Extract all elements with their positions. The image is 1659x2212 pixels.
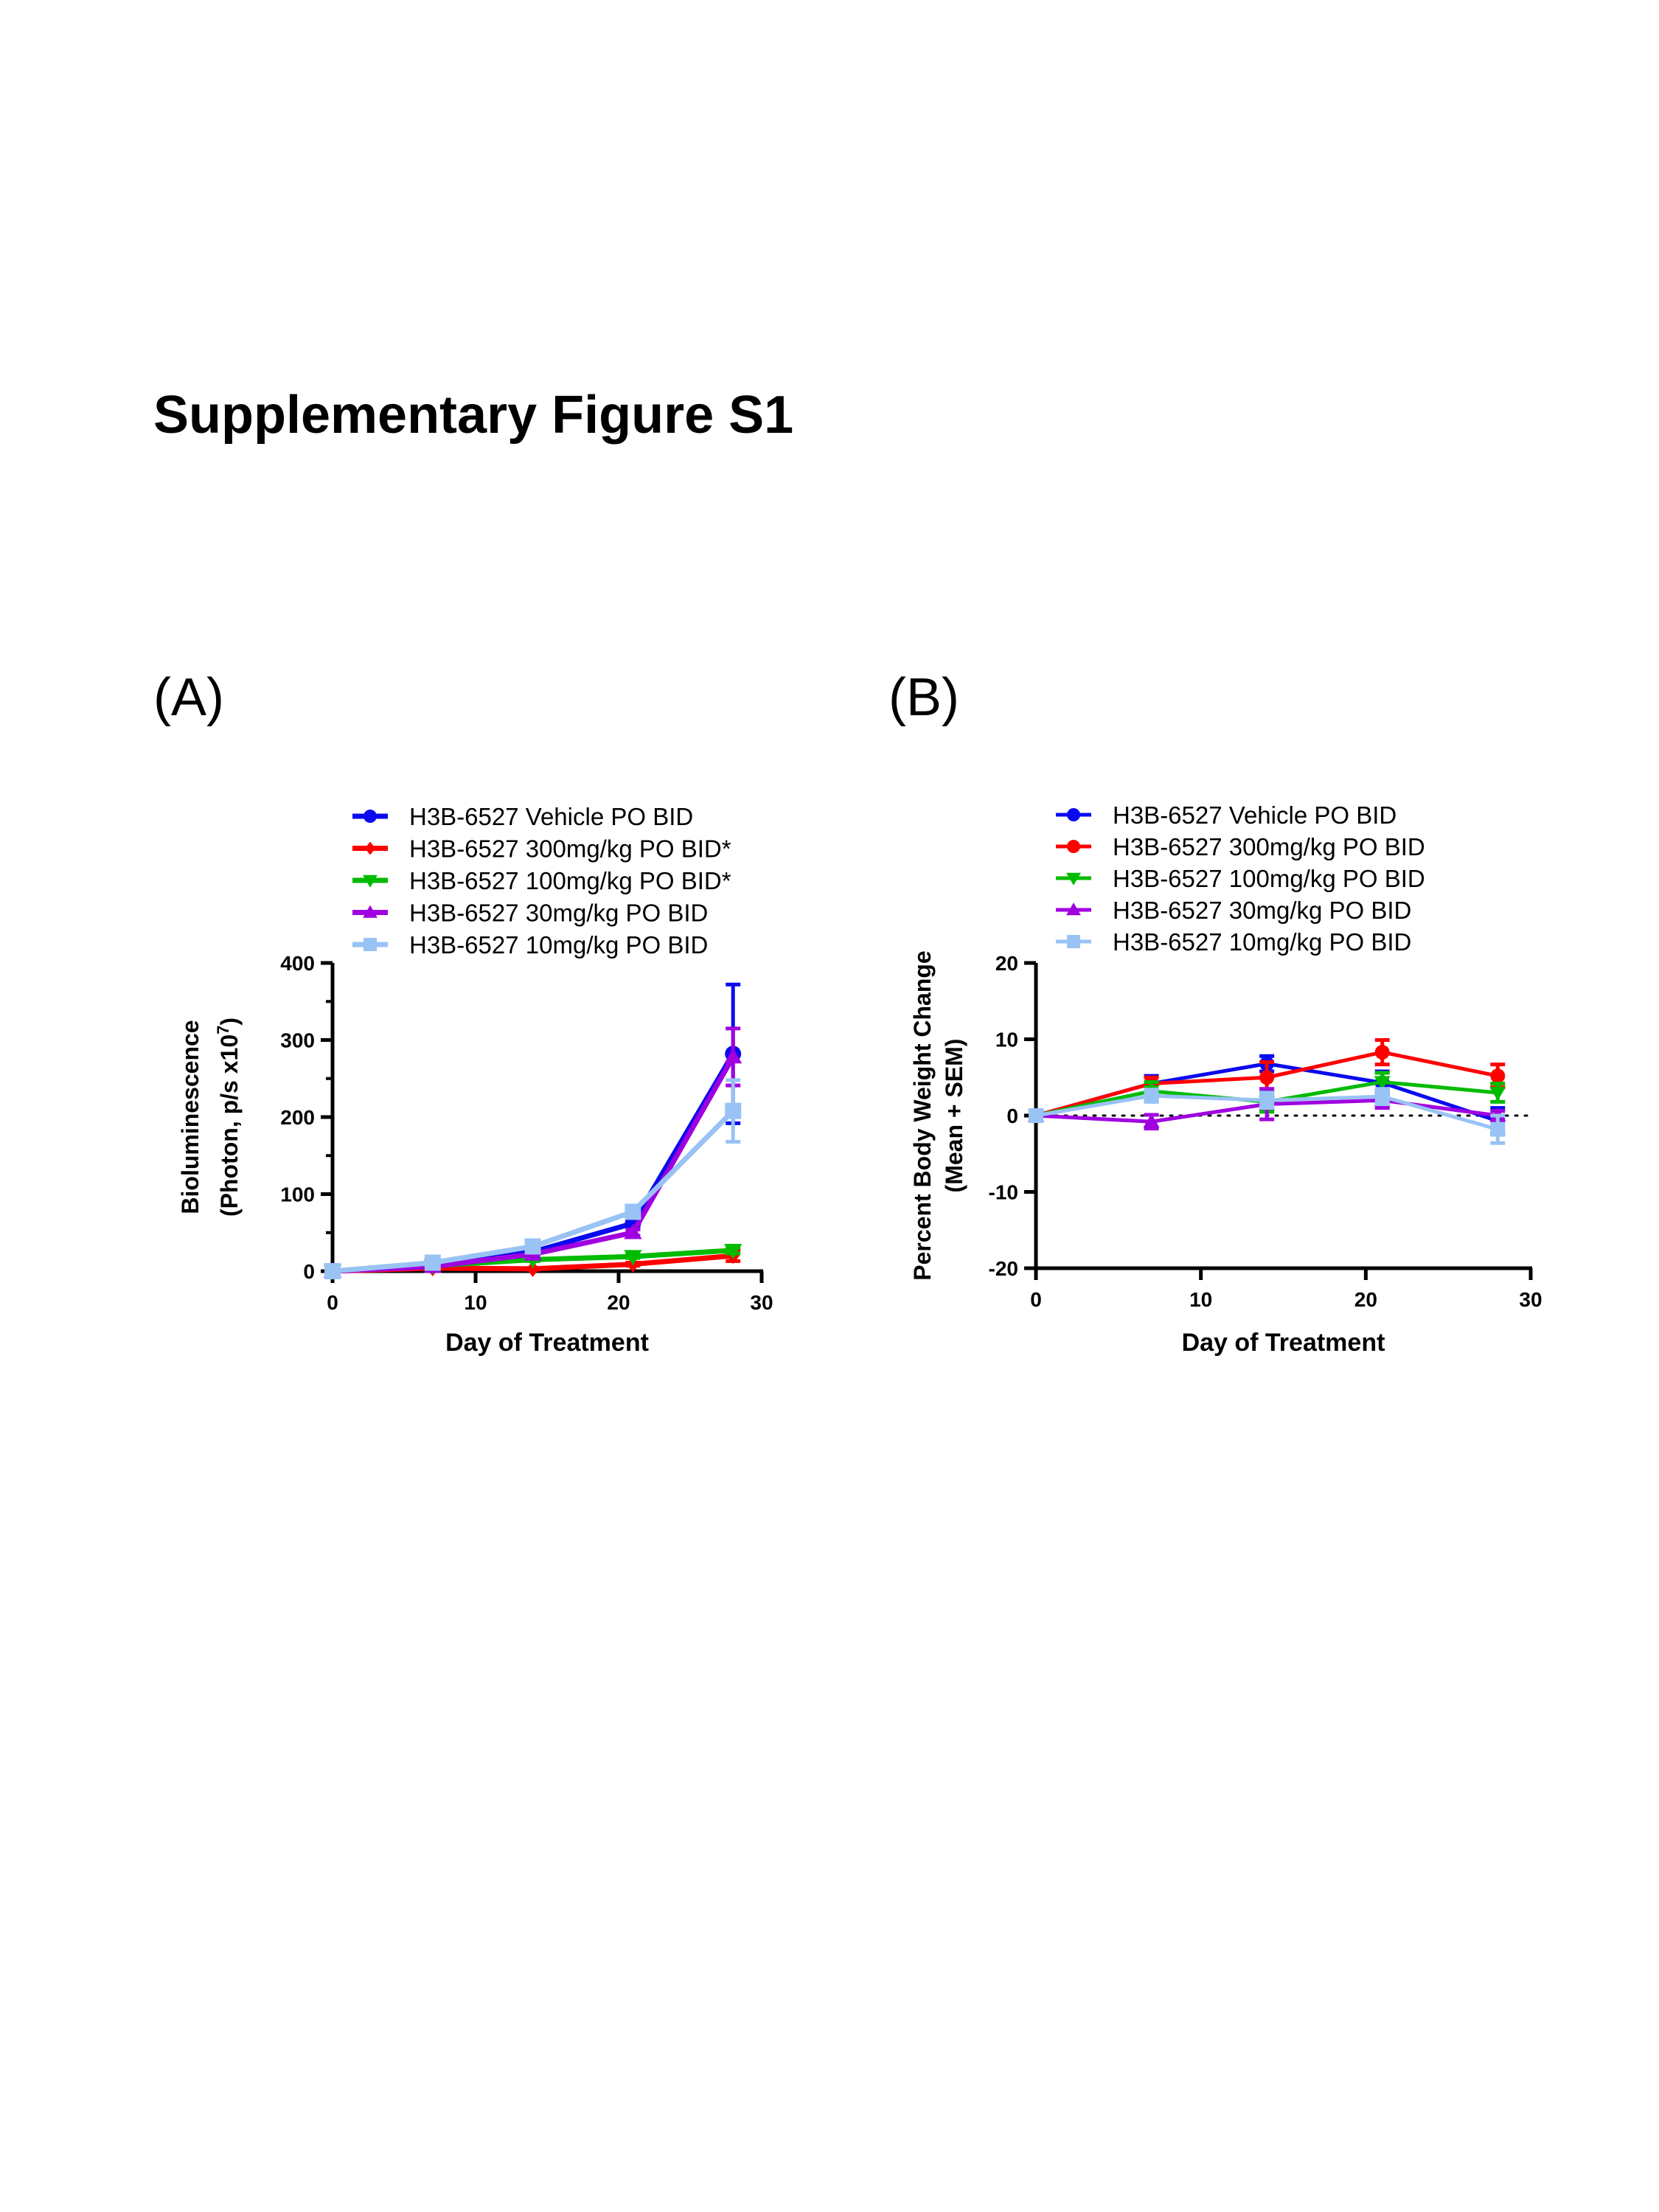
legend-marker (1066, 902, 1081, 916)
series-4 (324, 1078, 742, 1279)
y-axis-label-close: ) (216, 1018, 243, 1026)
data-point (1490, 1121, 1506, 1137)
data-point (1259, 1070, 1275, 1085)
legend-label: H3B-6527 300mg/kg PO BID (1113, 833, 1425, 860)
y-axis-label-line2: (Photon, p/s x107) (214, 1018, 243, 1217)
legend-label: H3B-6527 30mg/kg PO BID (1113, 897, 1411, 924)
x-tick-label: 20 (1354, 1288, 1377, 1311)
y-tick-label: 200 (280, 1106, 315, 1129)
data-point (724, 1243, 742, 1259)
data-point (624, 1223, 642, 1239)
x-tick-label: 30 (750, 1291, 773, 1314)
legend-label: H3B-6527 Vehicle PO BID (1113, 801, 1397, 829)
y-axis-label-text: (Photon, p/s x10 (216, 1034, 243, 1217)
chart-b: 0 10 20 30 -20 -10 0 10 20 Day of Treatment Percen… (909, 801, 1543, 1357)
data-point (624, 1250, 642, 1266)
legend-marker (364, 938, 377, 951)
legend-label: H3B-6527 30mg/kg PO BID (409, 900, 708, 927)
data-point (1374, 1045, 1390, 1060)
legend-marker (1066, 872, 1081, 886)
legend-marker (363, 874, 378, 888)
data-point (424, 1254, 441, 1271)
x-axis-label: Day of Treatment (445, 1329, 649, 1357)
y-tick-label: -20 (989, 1257, 1018, 1280)
data-point (625, 1203, 641, 1220)
series-0 (324, 982, 742, 1279)
data-point (725, 1102, 742, 1119)
y-tick-label: 0 (1006, 1105, 1018, 1127)
data-point (1374, 1076, 1391, 1091)
y-axis-label-line1: Bioluminescence (177, 1020, 204, 1214)
y-tick-label: -10 (989, 1181, 1018, 1204)
y-axis-label-exponent: 7 (214, 1026, 232, 1034)
data-point (1259, 1093, 1275, 1108)
data-point (724, 1048, 742, 1064)
data-point (1143, 1113, 1160, 1128)
data-point (526, 1260, 540, 1277)
data-point (524, 1238, 541, 1255)
x-tick-label: 10 (1189, 1288, 1212, 1311)
x-tick-label: 30 (1519, 1288, 1542, 1311)
data-point (324, 1263, 341, 1279)
legend-label: H3B-6527 100mg/kg PO BID* (409, 867, 731, 894)
x-tick-label: 10 (464, 1291, 487, 1314)
legend-label: H3B-6527 100mg/kg PO BID (1113, 865, 1425, 892)
legend-label: H3B-6527 10mg/kg PO BID (409, 931, 708, 959)
legend-label: H3B-6527 Vehicle PO BID (409, 803, 693, 830)
series-4 (1029, 1087, 1506, 1145)
legend-label: H3B-6527 300mg/kg PO BID* (409, 835, 731, 863)
y-tick-label: 0 (303, 1260, 315, 1283)
legend-marker (363, 905, 378, 918)
data-point (1029, 1108, 1043, 1123)
y-tick-label: 300 (280, 1029, 315, 1052)
legend-marker (1067, 935, 1080, 948)
legend-label: H3B-6527 10mg/kg PO BID (1113, 928, 1411, 956)
y-axis-label-line2: (Mean + SEM) (941, 1039, 967, 1193)
y-tick-label: 400 (280, 952, 315, 975)
x-tick-label: 0 (327, 1291, 338, 1314)
panel-label-a: (A) (153, 668, 224, 727)
figure-title: Supplementary Figure S1 (153, 386, 794, 445)
data-point (1144, 1088, 1159, 1104)
legend-marker (1067, 808, 1080, 821)
y-tick-label: 100 (280, 1183, 315, 1206)
panel-label-b: (B) (888, 668, 959, 727)
data-point (1374, 1089, 1390, 1105)
y-tick-label: 20 (995, 952, 1018, 975)
y-axis-label-line1: Percent Body Weight Change (909, 950, 936, 1280)
data-point (1489, 1086, 1506, 1101)
data-point (1490, 1068, 1506, 1084)
legend-marker (1067, 840, 1080, 853)
x-axis-label: Day of Treatment (1182, 1329, 1385, 1357)
legend-marker (364, 841, 376, 855)
x-tick-label: 0 (1030, 1288, 1042, 1311)
x-tick-label: 20 (607, 1291, 630, 1314)
legend-marker (364, 810, 377, 823)
y-tick-label: 10 (995, 1029, 1018, 1051)
